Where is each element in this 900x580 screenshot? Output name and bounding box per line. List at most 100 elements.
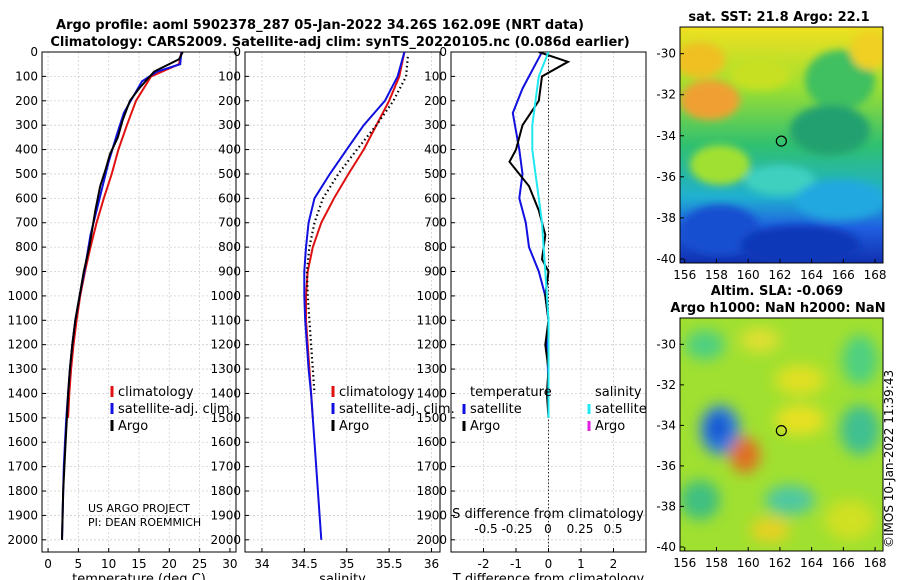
watermark: ©IMOS 10-Jan-2022 11:39:43 [882, 370, 896, 548]
sst-map-patches [680, 30, 883, 263]
y-tick-label: 1500 [210, 411, 241, 425]
map-x-tick-label: 164 [800, 268, 823, 282]
map-x-tick-label: 156 [673, 268, 696, 282]
map-x-tick-label: 162 [768, 268, 791, 282]
map-y-tick-label: -32 [656, 88, 676, 102]
x-tick-label-top: -0.5 [474, 522, 497, 536]
legend-title-salinity: salinity [595, 385, 642, 400]
map-x-tick-label: 158 [705, 556, 728, 570]
y-tick-label: 1100 [416, 313, 447, 327]
y-tick-label: 1100 [7, 313, 38, 327]
legend-label: satellite [470, 402, 522, 417]
y-tick-label: 700 [424, 216, 447, 230]
legend-label: Argo [118, 419, 148, 434]
y-tick-label: 300 [218, 118, 241, 132]
map-y-tick-label: -38 [656, 211, 676, 225]
title-line-2: Climatology: CARS2009. Satellite-adj cli… [50, 35, 629, 50]
sla-map-axes: 156 158 160 162 164 166 168 -30 -32 -34 -36 -38 -40 [656, 337, 886, 570]
x-tick-label: -1 [510, 557, 522, 571]
series-line-salinity-satellite [531, 52, 550, 418]
series-group [303, 52, 409, 540]
map-x-tick-label: 168 [864, 556, 887, 570]
x-tick-label-top: -0.25 [501, 522, 532, 536]
map-y-tick-label: -34 [656, 129, 676, 143]
x-tick-label: 15 [131, 557, 146, 571]
y-tick-label: 400 [218, 143, 241, 157]
y-tick-label: 1200 [416, 338, 447, 352]
x-tick-label-top: 0 [544, 522, 552, 536]
y-tick-label: 1000 [210, 289, 241, 303]
y-tick-label: 100 [15, 69, 38, 83]
x-tick-label: 34 [254, 557, 269, 571]
series-line-climatology [67, 52, 183, 418]
map-y-tick-label: -36 [656, 459, 676, 473]
sst-map [680, 27, 883, 263]
x-tick-label-top: 0.5 [603, 522, 622, 536]
map-x-tick-label: 168 [864, 268, 887, 282]
y-tick-label: 0 [30, 45, 38, 59]
y-tick-label: 1800 [416, 484, 447, 498]
map-y-tick-label: -40 [656, 252, 676, 266]
y-tick-label: 500 [15, 167, 38, 181]
map-y-tick-label: -34 [656, 418, 676, 432]
y-tick-label: 1700 [7, 460, 38, 474]
legend-label: climatology [339, 385, 415, 400]
y-tick-label: 1900 [7, 508, 38, 522]
y-tick-label: 300 [424, 118, 447, 132]
annotation: PI: DEAN ROEMMICH [88, 516, 201, 529]
y-tick-label: 1600 [416, 435, 447, 449]
legend-label: Argo [595, 419, 625, 434]
y-tick-label: 400 [15, 143, 38, 157]
sst-map-title: sat. SST: 21.8 Argo: 22.1 [688, 10, 869, 25]
x-tick-label: 0 [44, 557, 52, 571]
legend-label: satellite [595, 402, 647, 417]
map-y-tick-label: -30 [656, 337, 676, 351]
annotation: US ARGO PROJECT [88, 502, 190, 515]
y-tick-label: 900 [15, 265, 38, 279]
x-tick-label: 34.5 [291, 557, 318, 571]
series-line-argo [305, 56, 409, 394]
sla-map-title-1: Altim. SLA: -0.069 [711, 284, 843, 299]
argo-location-marker [775, 135, 787, 147]
y-tick-label: 1000 [416, 289, 447, 303]
title-line-1: Argo profile: aoml 5902378_287 05-Jan-20… [56, 18, 584, 33]
map-y-tick-label: -30 [656, 47, 676, 61]
legend-title-temperature: temperature [470, 385, 552, 400]
y-tick-label: 300 [15, 118, 38, 132]
x-tick-label: 2 [610, 557, 618, 571]
map-x-tick-label: 160 [737, 268, 760, 282]
salinity-panel: 0100200300400500600700800900100011001200… [210, 45, 454, 580]
y-tick-label: 1800 [210, 484, 241, 498]
x-tick-label: 10 [101, 557, 116, 571]
y-tick-label: 0 [233, 45, 241, 59]
x-axis-label-top: S difference from climatology [452, 507, 644, 522]
y-tick-label: 700 [15, 216, 38, 230]
y-tick-label: 1300 [416, 362, 447, 376]
y-tick-label: 200 [218, 94, 241, 108]
legend-label: climatology [118, 385, 194, 400]
y-tick-label: 1900 [210, 508, 241, 522]
axes-frame [244, 51, 441, 553]
y-tick-label: 1200 [7, 338, 38, 352]
argo-location-marker [775, 425, 787, 437]
y-tick-label: 200 [424, 94, 447, 108]
x-tick-label: -2 [478, 557, 490, 571]
y-tick-label: 1900 [416, 508, 447, 522]
series-line-argo [61, 52, 184, 540]
map-x-tick-label: 160 [737, 556, 760, 570]
map-y-tick-label: -36 [656, 170, 676, 184]
x-tick-label: 30 [222, 557, 237, 571]
y-tick-label: 700 [218, 216, 241, 230]
map-x-tick-label: 156 [673, 556, 696, 570]
legend-label: Argo [470, 419, 500, 434]
map-x-tick-label: 164 [800, 556, 823, 570]
series-group [61, 52, 184, 540]
y-tick-label: 400 [424, 143, 447, 157]
legend-label: satellite-adj. clim. [118, 402, 234, 417]
x-axis-label: T difference from climatology [452, 572, 645, 580]
sla-map-title-2: Argo h1000: NaN h2000: NaN [670, 301, 885, 316]
y-tick-label: 1700 [416, 460, 447, 474]
x-tick-label: 1 [577, 557, 585, 571]
map-x-tick-label: 166 [832, 556, 855, 570]
